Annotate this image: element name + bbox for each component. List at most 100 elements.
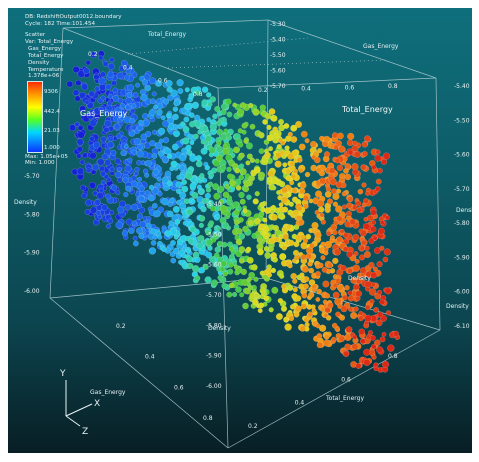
scatter-point [205,229,212,236]
scatter-point [148,247,157,255]
scatter-point [220,133,228,141]
scatter-point [156,109,163,116]
scatter-point [88,90,96,98]
scatter-point [377,311,384,318]
scatter-point [315,323,321,329]
scatter-point [235,238,243,246]
scatter-point [169,166,175,172]
scatter-point [245,246,252,253]
scatter-point [304,171,311,178]
scatter-point [204,192,212,200]
scatter-point [233,264,239,270]
scatter-point [280,305,288,312]
scatter-point [211,237,217,243]
scatter-point [264,113,272,120]
scatter-point [311,283,318,290]
scatter-point [344,343,352,351]
scatter-point [215,145,223,153]
scatter-point [135,227,143,235]
scatter-point [341,191,348,197]
scatter-point [278,202,284,208]
triad-z-label: Z [82,427,88,437]
scatter-point [227,268,234,275]
scatter-point [100,136,107,143]
scatter-point [262,217,268,223]
scatter-point [215,213,221,219]
scatter-point [128,130,136,137]
scatter-point [228,262,234,268]
scatter-point [201,125,209,132]
color-val-label: 1.378e+06 [28,73,60,79]
scatter-point [232,291,238,298]
scatter-point [289,160,296,167]
scatter-3d-scene[interactable]: Gas_Energy Total_Energy Total_Energy Gas… [8,8,472,453]
scatter-point [364,280,372,288]
scatter-point [182,137,190,145]
scatter-point [280,140,286,146]
scatter-point [152,168,160,176]
visit-3d-viewport[interactable]: Gas_Energy Total_Energy Total_Energy Gas… [8,8,472,453]
scatter-point [81,192,88,199]
scatter-point [243,179,251,187]
scatter-point [153,210,161,218]
scatter-point [332,229,338,236]
scatter-point [81,152,88,159]
scatter-point [270,252,278,259]
scatter-point [291,187,298,194]
scatter-point [164,170,172,178]
scatter-point [252,108,260,116]
tick-bottom-fraction: 0.8 [203,415,213,422]
scatter-point [222,191,230,198]
scatter-point [316,333,323,339]
scatter-point [179,173,186,180]
dim3-label: Density [28,60,50,66]
scatter-point [135,82,140,88]
legend-tick-1: 9306 [44,89,58,95]
scatter-point [220,260,227,267]
scatter-point [315,297,321,302]
scatter-point [237,128,243,134]
scatter-point [382,152,391,160]
scatter-point [213,192,221,200]
scatter-point [238,191,245,199]
scatter-point [162,137,170,144]
scatter-point [248,271,256,279]
scatter-point [268,246,274,253]
tick-center-vertical: -5.80 [206,322,222,329]
scatter-point [335,311,341,317]
scatter-point [111,80,117,87]
scatter-point [324,190,332,198]
scatter-point [282,233,289,240]
tick-top-neg: -5.40 [270,37,286,44]
scatter-point [69,124,77,132]
scatter-point [171,143,179,151]
scatter-point [74,121,80,128]
scatter-point [191,265,200,273]
scatter-point [301,292,308,299]
scatter-point [363,359,371,367]
scatter-point [356,278,362,285]
scatter-point [126,92,133,98]
scatter-point [268,184,275,191]
scatter-point [317,148,323,154]
scatter-point [196,241,204,249]
scatter-point [115,190,121,196]
scatter-point [223,128,229,134]
scatter-point [208,220,215,226]
scatter-point [295,120,303,128]
scatter-point [259,104,267,111]
scatter-point [174,218,181,225]
scatter-point [121,230,129,237]
scatter-point [151,91,157,97]
scatter-point [257,171,266,179]
scatter-point [276,144,282,150]
tick-center-vertical: -6.00 [206,383,222,390]
scatter-point [311,308,317,314]
scatter-point [136,176,142,182]
scatter-point [368,330,374,336]
scatter-point [184,87,190,93]
scatter-point [193,133,199,140]
scatter-point [238,152,245,159]
scatter-point [187,238,195,245]
scatter-point [214,105,221,113]
